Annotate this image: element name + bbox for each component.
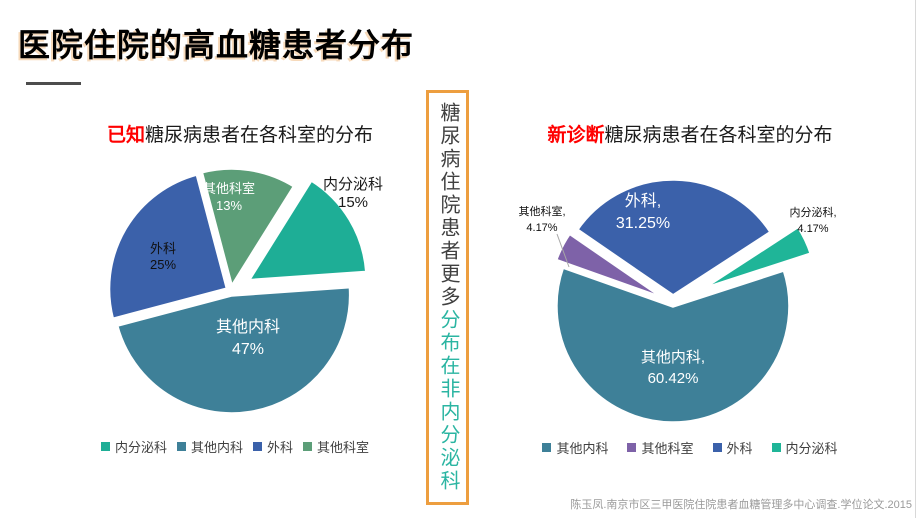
legend-swatch-icon <box>176 442 186 451</box>
pie1-slice-其他内科 <box>114 284 353 416</box>
pie1-slice-其他科室 <box>199 166 297 289</box>
legend-item-其他内科: 其他内科 <box>176 437 243 456</box>
legend-swatch-icon <box>542 443 552 452</box>
pie2-slice-内分泌科 <box>698 224 814 292</box>
legend-item-其他科室: 其他科室 <box>303 437 369 456</box>
legend-item-其他科室: 其他科室 <box>627 438 694 457</box>
pie2-label-其他科室: 其他科室, 4.17% <box>518 204 565 234</box>
legend-item-外科: 外科 <box>253 437 293 456</box>
legend-swatch-icon <box>303 442 313 451</box>
pie1-label-内分泌科: 内分泌科 15% <box>323 176 383 211</box>
callout-text-dark: 糖尿病住院患者更多 <box>437 102 459 309</box>
left-chart-title: 已知糖尿病患者在各科室的分布 <box>60 120 420 147</box>
legend-label: 内分泌科 <box>114 440 167 455</box>
citation: 陈玉凤.南京市区三甲医院住院患者血糖管理多中心调查.学位论文.2015 <box>570 499 912 511</box>
right-chart-title: 新诊断糖尿病患者在各科室的分布 <box>510 120 870 147</box>
legend-item-内分泌科: 内分泌科 <box>771 438 838 457</box>
legend-swatch-icon <box>253 442 262 451</box>
right-chart-title-accent: 新诊断 <box>547 125 605 146</box>
legend-item-内分泌科: 内分泌科 <box>100 437 167 456</box>
legend-item-其他内科: 其他内科 <box>542 438 608 457</box>
legend-label: 外科 <box>267 440 294 455</box>
pie1-slice-外科 <box>106 172 230 322</box>
pie2-slice-外科 <box>574 177 773 298</box>
legend-swatch-icon <box>100 442 110 451</box>
title-underline <box>26 82 81 85</box>
legend-label: 其他内科 <box>190 440 243 455</box>
left-chart-title-accent: 已知 <box>106 125 145 146</box>
right-chart-legend: 其他内科 其他科室 外科 内分泌科 <box>520 438 860 457</box>
pie1-label-其他科室: 其他科室 13% <box>203 181 255 213</box>
pie2-leader-line <box>556 233 570 268</box>
pie1-label-其他内科: 其他内科 47% <box>216 318 280 358</box>
pie1-slice-内分泌科 <box>246 178 369 283</box>
legend-swatch-icon <box>771 443 781 452</box>
pie1-label-外科: 外科 25% <box>150 241 176 272</box>
pie2-label-外科: 外科, 31.25% <box>616 192 670 232</box>
legend-swatch-icon <box>627 443 637 452</box>
legend-label: 其他科室 <box>317 440 370 455</box>
pie2-slice-其他内科 <box>554 265 792 425</box>
slide-right-border <box>915 0 916 518</box>
legend-label: 其他科室 <box>641 441 694 456</box>
legend-swatch-icon <box>712 443 722 452</box>
legend-label: 内分泌科 <box>785 441 838 456</box>
right-chart-title-rest: 糖尿病患者在各科室的分布 <box>604 125 833 146</box>
pie2-label-其他内科: 其他内科, 60.42% <box>641 349 705 387</box>
left-chart-title-rest: 糖尿病患者在各科室的分布 <box>145 125 374 146</box>
legend-item-外科: 外科 <box>712 438 753 457</box>
left-chart-legend: 内分泌科 其他内科 外科 其他科室 <box>60 437 410 456</box>
callout-text-teal: 分布在非内分泌科 <box>437 309 459 493</box>
legend-label: 其他内科 <box>556 441 609 456</box>
legend-label: 外科 <box>726 441 753 456</box>
pie2-label-内分泌科: 内分泌科, 4.17% <box>789 205 836 235</box>
callout-box: 糖尿病住院患者更多 分布在非内分泌科 <box>426 90 469 505</box>
page-title: 医院住院的高血糖患者分布 <box>18 27 415 63</box>
